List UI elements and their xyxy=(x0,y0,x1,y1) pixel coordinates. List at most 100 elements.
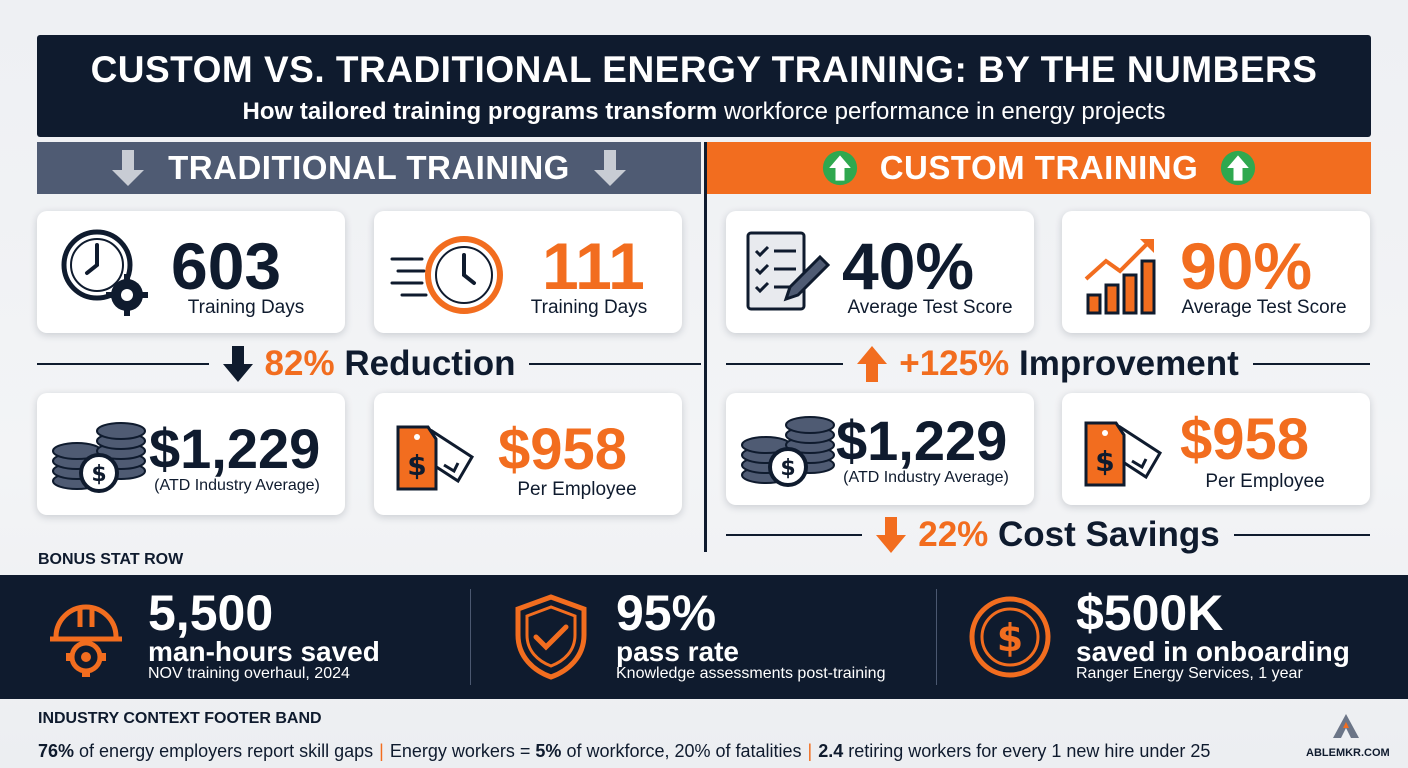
section-divider xyxy=(704,142,707,552)
price-tag-icon: $ xyxy=(396,425,475,491)
subtitle-bold: How tailored training programs transform xyxy=(242,98,718,125)
bonus-separator xyxy=(936,589,937,685)
improvement-row: +125% Improvement xyxy=(726,342,1371,386)
clock-gear-icon xyxy=(61,229,148,316)
traditional-score-value: 40% xyxy=(842,229,975,303)
custom-cost-value: $958 xyxy=(498,417,628,482)
bonus-stat-manhours: 5,500 man-hours saved NOV training overh… xyxy=(44,575,464,699)
coin-stack-icon: $ xyxy=(741,416,835,487)
bonus-value-1: 5,500 xyxy=(148,585,274,641)
custom-heading: CUSTOM TRAINING xyxy=(707,142,1371,194)
traditional-heading: TRADITIONAL TRAINING xyxy=(37,142,701,194)
page-title: CUSTOM VS. TRADITIONAL ENERGY TRAINING: … xyxy=(90,49,1318,90)
footer-text-2b: of workforce, 20% of fatalities xyxy=(561,741,802,761)
fast-clock-icon xyxy=(390,236,503,314)
bonus-note-1: NOV training overhaul, 2024 xyxy=(148,665,350,682)
custom-cost-label: Per Employee xyxy=(517,479,637,500)
down-arrow-icon xyxy=(112,150,145,186)
bonus-stat-passrate: 95% pass rate Knowledge assessments post… xyxy=(512,575,932,699)
bonus-label: BONUS STAT ROW xyxy=(38,551,184,568)
down-arrow-icon xyxy=(876,517,907,553)
svg-text:$: $ xyxy=(1095,445,1114,478)
footer-text-1: of energy employers report skill gaps xyxy=(74,741,374,761)
custom-per-employee-label: Per Employee xyxy=(1205,471,1325,492)
svg-text:$: $ xyxy=(780,456,795,481)
traditional-score-label: Average Test Score xyxy=(847,297,1013,318)
footer-stat-3: 2.4 xyxy=(818,741,844,761)
traditional-days-card: 603 Training Days xyxy=(37,211,345,333)
custom-days-card: 111 Training Days xyxy=(374,211,682,333)
svg-text:$: $ xyxy=(91,462,106,487)
bonus-value-2: 95% xyxy=(616,585,717,641)
improvement-label: Improvement xyxy=(1018,344,1239,383)
divider-line xyxy=(37,363,209,365)
price-tag-icon: $ xyxy=(1084,421,1163,487)
footer-label: INDUSTRY CONTEXT FOOTER BAND xyxy=(38,710,322,727)
savings-percent: 22% xyxy=(918,515,989,554)
hardhat-gear-icon xyxy=(50,604,122,677)
savings-text: 22% Cost Savings xyxy=(862,515,1234,555)
traditional-days-value: 603 xyxy=(171,229,282,303)
footer-text: 76% of energy employers report skill gap… xyxy=(38,741,1210,762)
bonus-separator xyxy=(470,589,471,685)
bonus-note-3: Ranger Energy Services, 1 year xyxy=(1076,665,1303,682)
footer-text-2a: Energy workers = xyxy=(389,741,536,761)
subtitle-rest: workforce performance in energy projects xyxy=(723,98,1166,125)
checklist-icon xyxy=(746,231,831,311)
reduction-label: Reduction xyxy=(344,344,516,383)
svg-text:$: $ xyxy=(997,616,1023,660)
bonus-sub-2: pass rate xyxy=(616,636,739,667)
up-arrow-icon xyxy=(822,150,857,186)
bonus-sub-3: saved in onboarding xyxy=(1076,636,1350,667)
svg-text:$: $ xyxy=(407,449,426,482)
custom-per-employee-value: $958 xyxy=(1180,407,1310,472)
traditional-score-card: 40% Average Test Score xyxy=(726,211,1034,333)
custom-score-label: Average Test Score xyxy=(1181,297,1347,318)
traditional-cost-label: (ATD Industry Average) xyxy=(154,477,320,494)
custom-atd-value: $1,229 xyxy=(836,409,1008,472)
improvement-percent: +125% xyxy=(899,344,1010,383)
savings-row: 22% Cost Savings xyxy=(726,513,1370,557)
traditional-cost-card: $ $1,229 (ATD Industry Average) xyxy=(37,393,345,515)
custom-per-employee-card: $ $958 Per Employee xyxy=(1062,393,1370,505)
footer-stat-2: 5% xyxy=(535,741,562,761)
bonus-stat-row: 5,500 man-hours saved NOV training overh… xyxy=(0,575,1408,699)
page-subtitle: How tailored training programs transform… xyxy=(37,98,1371,126)
custom-cost-card: $ $958 Per Employee xyxy=(374,393,682,515)
savings-label: Cost Savings xyxy=(998,515,1220,554)
divider-line xyxy=(1233,534,1370,536)
header-banner: CUSTOM VS. TRADITIONAL ENERGY TRAINING: … xyxy=(37,35,1371,137)
traditional-days-label: Training Days xyxy=(187,297,305,318)
divider-line xyxy=(529,363,701,365)
up-arrow-icon xyxy=(857,346,888,382)
footer-text-3: retiring workers for every 1 new hire un… xyxy=(843,741,1211,761)
brand-name: ABLEMKR.COM xyxy=(1306,747,1390,759)
footer-separator: | xyxy=(379,741,384,761)
custom-heading-text: CUSTOM TRAINING xyxy=(879,149,1199,186)
up-arrow-icon xyxy=(1221,150,1256,186)
divider-line xyxy=(726,363,844,365)
custom-score-value: 90% xyxy=(1180,229,1313,303)
divider-line xyxy=(726,534,863,536)
custom-atd-card: $ $1,229 (ATD Industry Average) xyxy=(726,393,1034,505)
reduction-text: 82% Reduction xyxy=(209,344,530,384)
brand-mark-icon xyxy=(1333,714,1359,738)
custom-atd-label: (ATD Industry Average) xyxy=(843,469,1009,486)
brand-logo: ABLEMKR.COM xyxy=(1306,712,1390,759)
growth-chart-icon xyxy=(1084,239,1156,315)
custom-days-label: Training Days xyxy=(530,297,648,318)
divider-line xyxy=(1252,363,1371,365)
bonus-value-3: $500K xyxy=(1076,585,1224,641)
down-arrow-icon xyxy=(222,346,253,382)
traditional-heading-text: TRADITIONAL TRAINING xyxy=(168,149,570,186)
footer-stat-1: 76% xyxy=(38,741,75,761)
shield-check-icon xyxy=(515,594,587,680)
reduction-row: 82% Reduction xyxy=(37,342,701,386)
coin-stack-icon: $ xyxy=(52,422,146,493)
traditional-cost-value: $1,229 xyxy=(149,417,321,480)
custom-days-value: 111 xyxy=(542,229,645,303)
custom-score-card: 90% Average Test Score xyxy=(1062,211,1370,333)
down-arrow-icon xyxy=(593,150,626,186)
bonus-stat-onboarding: $ $500K saved in onboarding Ranger Energ… xyxy=(968,575,1388,699)
bonus-sub-1: man-hours saved xyxy=(148,636,380,667)
